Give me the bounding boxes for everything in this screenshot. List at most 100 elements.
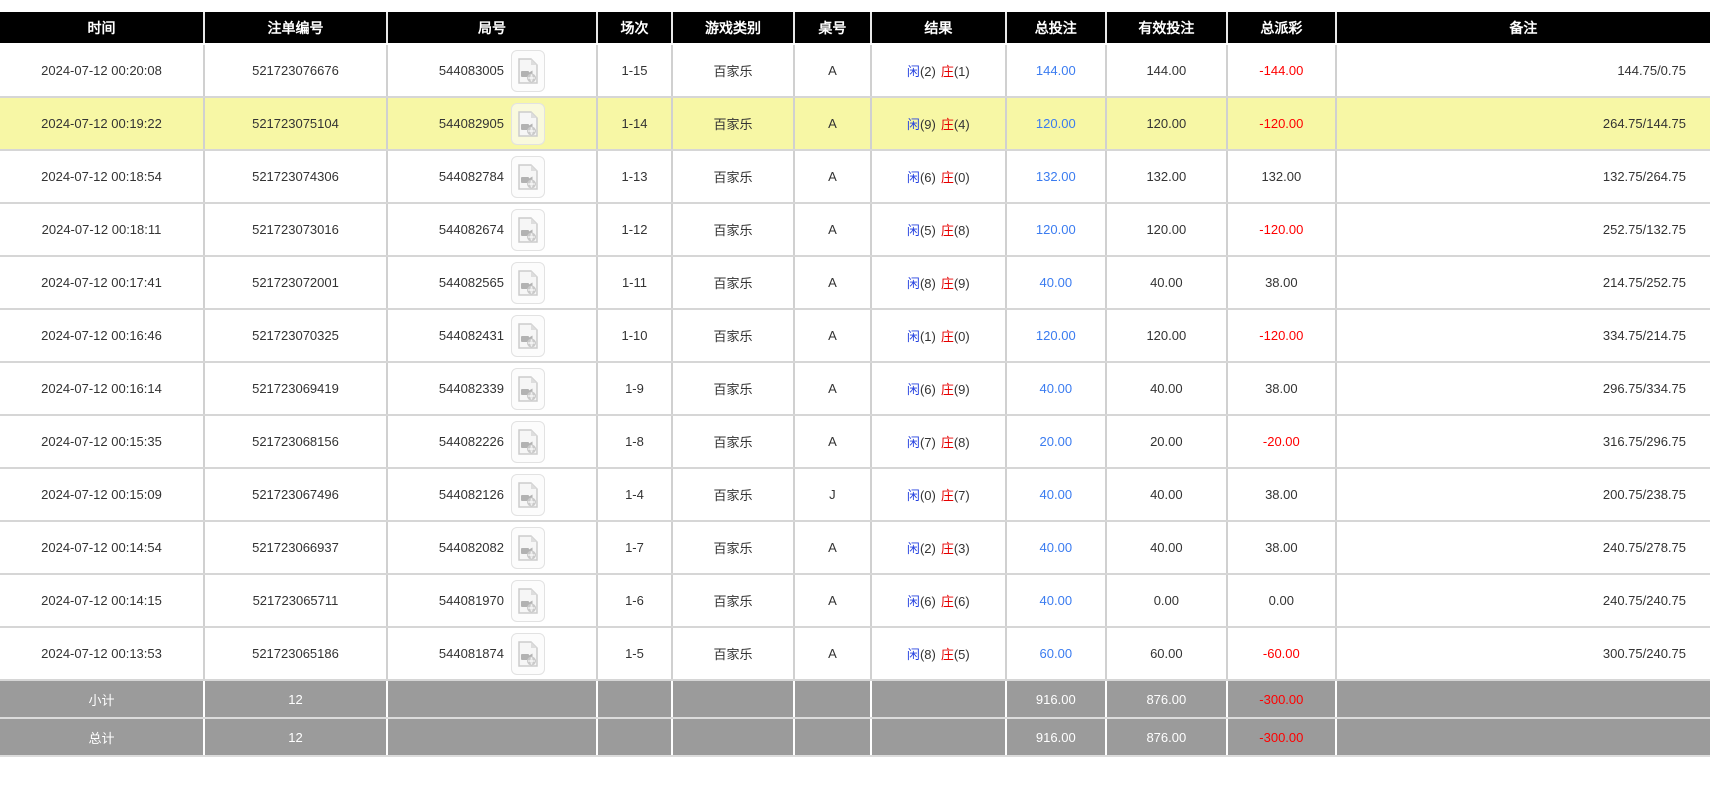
video-playback-button[interactable]: [511, 208, 545, 251]
summary-count-cell: 12: [204, 718, 388, 757]
player-result-label: 闲: [906, 276, 920, 291]
round-no-value: 544083005: [438, 63, 504, 78]
round-no-group: 544081970: [388, 579, 596, 622]
remark-cell: 132.75/264.75: [1335, 150, 1710, 204]
video-playback-button[interactable]: [511, 102, 545, 145]
remark-cell: 252.75/132.75: [1335, 203, 1710, 257]
table-row[interactable]: 2024-07-12 00:20:08 521723076676 544083005…: [0, 44, 1710, 98]
player-result-label: 闲: [906, 382, 920, 397]
video-file-icon: [518, 322, 538, 349]
total-bet-cell: 144.00: [1005, 44, 1107, 98]
table-no-cell: A: [793, 362, 872, 416]
video-playback-button[interactable]: [511, 579, 545, 622]
bet-no-cell: 521723075104: [204, 97, 388, 151]
banker-result-score: (3): [953, 541, 970, 556]
round-no-cell: 544082126: [386, 468, 598, 522]
summary-payout-cell: -300.00: [1226, 680, 1337, 719]
remark-cell: 240.75/240.75: [1335, 574, 1710, 628]
total-bet-cell: 132.00: [1005, 150, 1107, 204]
bet-no-cell: 521723070325: [204, 309, 388, 363]
banker-result-score: (1): [953, 64, 970, 79]
session-cell: 1-6: [596, 574, 674, 628]
video-playback-button[interactable]: [511, 155, 545, 198]
table-row[interactable]: 2024-07-12 00:18:54 521723074306 544082784…: [0, 150, 1710, 204]
table-no-cell: A: [793, 574, 872, 628]
player-result-score: (8): [919, 647, 936, 662]
remark-cell: 214.75/252.75: [1335, 256, 1710, 310]
summary-payout-cell: -300.00: [1226, 718, 1337, 757]
round-no-cell: 544082905: [386, 97, 598, 151]
video-playback-button[interactable]: [511, 526, 545, 569]
round-no-value: 544081874: [438, 646, 504, 661]
payout-cell: -20.00: [1226, 415, 1337, 469]
player-result-label: 闲: [906, 170, 920, 185]
player-result-score: (2): [919, 64, 936, 79]
player-result-score: (6): [919, 170, 936, 185]
result-cell: 闲(2) 庄(3): [870, 521, 1007, 575]
session-cell: 1-12: [596, 203, 674, 257]
banker-result-score: (9): [953, 276, 970, 291]
table-row[interactable]: 2024-07-12 00:16:46 521723070325 544082431…: [0, 309, 1710, 363]
payout-cell: 38.00: [1226, 256, 1337, 310]
banker-result-label: 庄: [940, 594, 954, 609]
round-no-cell: 544081874: [386, 627, 598, 681]
round-no-cell: 544082674: [386, 203, 598, 257]
video-file-icon: [518, 216, 538, 243]
table-no-cell: A: [793, 44, 872, 98]
total-bet-cell: 120.00: [1005, 97, 1107, 151]
column-header-valid-bet: 有效投注: [1105, 12, 1228, 45]
table-row[interactable]: 2024-07-12 00:14:54 521723066937 544082082…: [0, 521, 1710, 575]
valid-bet-cell: 60.00: [1105, 627, 1228, 681]
video-playback-button[interactable]: [511, 314, 545, 357]
player-result-score: (0): [919, 488, 936, 503]
session-cell: 1-8: [596, 415, 674, 469]
summary-empty-cell: [596, 718, 674, 757]
time-cell: 2024-07-12 00:18:54: [0, 150, 205, 204]
table-header-row: 时间 注单编号 局号 场次 游戏类别 桌号 结果 总投注 有效投注 总派彩 备注: [0, 12, 1710, 45]
video-playback-button[interactable]: [511, 367, 545, 410]
round-no-value: 544082784: [438, 169, 504, 184]
column-header-table-no: 桌号: [793, 12, 872, 45]
summary-valid-bet-cell: 876.00: [1105, 718, 1228, 757]
video-playback-button[interactable]: [511, 632, 545, 675]
table-row[interactable]: 2024-07-12 00:15:09 521723067496 544082126…: [0, 468, 1710, 522]
video-playback-button[interactable]: [511, 473, 545, 516]
banker-result-label: 庄: [940, 223, 954, 238]
table-row[interactable]: 2024-07-12 00:18:11 521723073016 544082674…: [0, 203, 1710, 257]
remark-cell: 300.75/240.75: [1335, 627, 1710, 681]
summary-total-bet-cell: 916.00: [1005, 718, 1107, 757]
table-row[interactable]: 2024-07-12 00:17:41 521723072001 544082565…: [0, 256, 1710, 310]
round-no-cell: 544082565: [386, 256, 598, 310]
result-cell: 闲(6) 庄(0): [870, 150, 1007, 204]
round-no-group: 544082565: [388, 261, 596, 304]
total-bet-cell: 40.00: [1005, 362, 1107, 416]
table-row[interactable]: 2024-07-12 00:13:53 521723065186 544081874…: [0, 627, 1710, 681]
player-result-score: (8): [919, 276, 936, 291]
table-row[interactable]: 2024-07-12 00:15:35 521723068156 544082226…: [0, 415, 1710, 469]
player-result-score: (5): [919, 223, 936, 238]
total-row: 总计 12 916.00 876.00 -300.00: [0, 718, 1710, 757]
payout-cell: 38.00: [1226, 362, 1337, 416]
remark-cell: 240.75/278.75: [1335, 521, 1710, 575]
video-playback-button[interactable]: [511, 49, 545, 92]
session-cell: 1-10: [596, 309, 674, 363]
session-cell: 1-4: [596, 468, 674, 522]
table-no-cell: A: [793, 627, 872, 681]
video-playback-button[interactable]: [511, 420, 545, 463]
player-result-label: 闲: [906, 64, 920, 79]
player-result-score: (7): [919, 435, 936, 450]
total-bet-cell: 60.00: [1005, 627, 1107, 681]
video-playback-button[interactable]: [511, 261, 545, 304]
round-no-value: 544082126: [438, 487, 504, 502]
round-no-group: 544082226: [388, 420, 596, 463]
round-no-cell: 544081970: [386, 574, 598, 628]
round-no-cell: 544082784: [386, 150, 598, 204]
video-file-icon: [518, 110, 538, 137]
table-row[interactable]: 2024-07-12 00:16:14 521723069419 544082339…: [0, 362, 1710, 416]
table-row[interactable]: 2024-07-12 00:14:15 521723065711 544081970…: [0, 574, 1710, 628]
summary-empty-cell: [386, 680, 598, 719]
time-cell: 2024-07-12 00:13:53: [0, 627, 205, 681]
game-type-cell: 百家乐: [672, 574, 795, 628]
bet-no-cell: 521723066937: [204, 521, 388, 575]
table-row[interactable]: 2024-07-12 00:19:22 521723075104 544082905…: [0, 97, 1710, 151]
